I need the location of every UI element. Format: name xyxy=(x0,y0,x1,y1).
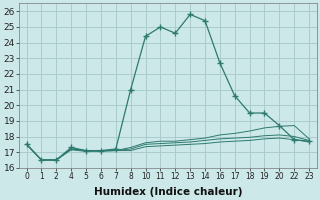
X-axis label: Humidex (Indice chaleur): Humidex (Indice chaleur) xyxy=(93,187,242,197)
